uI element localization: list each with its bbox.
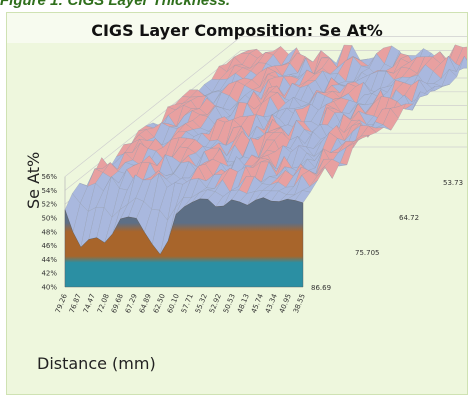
chart-panel: CIGS Layer Composition: Se At% Se At% Di… — [6, 12, 468, 395]
x-tick-label: 79.26 — [54, 292, 69, 314]
x-tick-label: 60.10 — [166, 293, 181, 315]
x-tick-label: 52.92 — [208, 293, 223, 315]
x-tick-label: 45.74 — [250, 292, 265, 314]
z-tick-label: 48% — [41, 228, 57, 236]
z-tick-label: 44% — [41, 256, 57, 264]
front-wall — [64, 197, 304, 288]
figure-caption: Figure 1: CIGS Layer Thickness. — [0, 0, 231, 9]
x-tick-label: 72.08 — [96, 293, 111, 315]
x-tick-label: 43.34 — [264, 292, 279, 314]
x-tick-label: 57.71 — [180, 293, 195, 315]
z-tick-label: 42% — [41, 270, 57, 278]
gridline — [64, 36, 467, 177]
x-tick-label: 69.68 — [110, 293, 125, 315]
surface-plot: 40% 42% 44% 46% 48% 50% 52% 54% 56% 79.26 76.87 74.… — [41, 36, 467, 315]
z-tick-label: 50% — [41, 215, 57, 223]
z-tick-label: 54% — [41, 187, 57, 195]
x-tick-label: 40.95 — [278, 293, 293, 315]
x-tick-label: 64.89 — [138, 293, 153, 315]
depth-tick-label: 53.73 — [443, 179, 463, 187]
x-tick-label: 67.29 — [124, 293, 139, 315]
chart-title: CIGS Layer Composition: Se At% — [91, 21, 383, 40]
depth-tick-label: 64.72 — [399, 214, 419, 222]
x-tick-label: 48.13 — [236, 293, 251, 315]
depth-tick-label: 86.69 — [311, 284, 331, 292]
x-tick-label: 55.32 — [194, 293, 209, 315]
x-tick-label: 62.50 — [152, 293, 167, 315]
x-tick-label: 76.87 — [68, 293, 83, 315]
chart-header — [7, 13, 467, 43]
x-tick-label: 74.47 — [82, 293, 97, 315]
x-axis-label: Distance (mm) — [37, 354, 156, 373]
z-tick-label: 52% — [41, 201, 57, 209]
x-tick-label: 50.53 — [222, 293, 237, 315]
z-tick-label: 40% — [41, 284, 57, 292]
depth-tick-label: 75.705 — [355, 249, 380, 257]
z-tick-label: 56% — [41, 173, 57, 181]
z-tick-label: 46% — [41, 242, 57, 250]
gridline — [64, 50, 467, 191]
x-tick-label: 38.55 — [292, 293, 307, 315]
